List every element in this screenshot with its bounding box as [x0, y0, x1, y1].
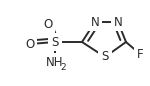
Text: F: F [137, 47, 143, 60]
Text: S: S [51, 36, 59, 49]
Text: NH: NH [46, 55, 64, 69]
Text: N: N [114, 15, 122, 28]
Text: N: N [91, 15, 99, 28]
Text: 2: 2 [60, 63, 66, 71]
Text: S: S [101, 50, 109, 63]
Text: O: O [43, 17, 53, 31]
Text: O: O [25, 37, 35, 50]
